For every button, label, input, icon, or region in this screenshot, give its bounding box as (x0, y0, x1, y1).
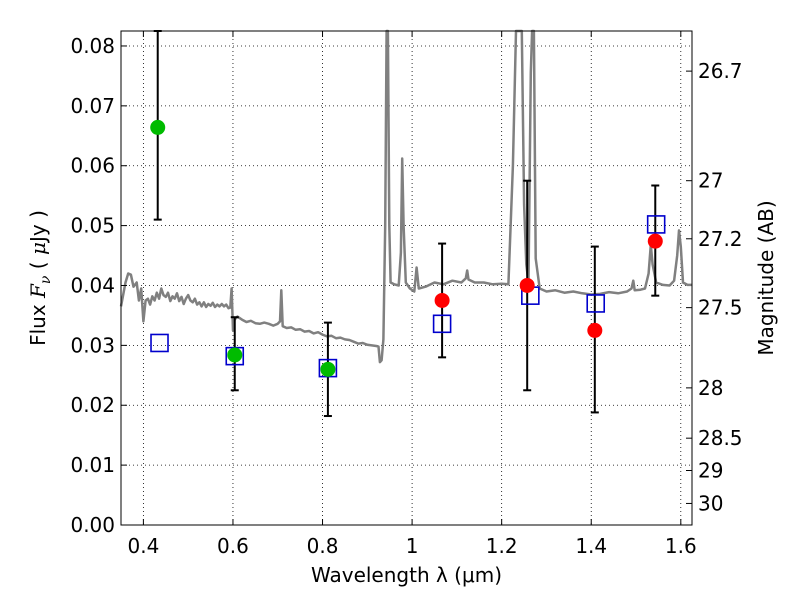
data-point-circle (587, 322, 603, 338)
x-tick-label: 0.4 (127, 534, 159, 558)
y-tick-label: 0.06 (70, 154, 115, 178)
y2-tick-label: 27 (698, 169, 723, 193)
x-tick-label: 1.2 (486, 534, 518, 558)
x-axis-label: Wavelength λ (μm) (311, 563, 502, 587)
y-tick-label: 0.00 (70, 513, 115, 537)
y-tick-label: 0.08 (70, 34, 115, 58)
y2-tick-label: 30 (698, 491, 723, 515)
y-label-symbol: F (26, 283, 50, 299)
x-tick-label: 1.6 (665, 534, 697, 558)
data-point-circle (227, 347, 243, 363)
plot-frame (120, 30, 693, 526)
y-label-prefix: Flux (26, 298, 50, 346)
data-point-square (432, 314, 452, 334)
y-tick-label: 0.01 (70, 453, 115, 477)
x-tick-label: 0.6 (217, 534, 249, 558)
y2-tick-label: 28 (698, 376, 723, 400)
data-point-circle (519, 277, 535, 293)
y-tick-label: 0.02 (70, 393, 115, 417)
y-label-unit: Jy ) (26, 210, 50, 244)
y2-tick-label: 28.5 (698, 426, 743, 450)
data-point-circle (320, 361, 336, 377)
y-label-subscript: ν (38, 275, 54, 284)
ticks-layer: 0.4 0.6 0.8 1 1.2 1.4 1.6 0.00 0.01 0.02 0.03 0.04 0… (70, 31, 743, 558)
y-tick-label: 0.07 (70, 94, 115, 118)
data-point-square (586, 294, 606, 313)
y2-tick-label: 29 (698, 459, 723, 483)
y-tick-label: 0.04 (70, 273, 115, 297)
y-tick-label: 0.05 (70, 214, 115, 238)
marker-layer (150, 119, 666, 378)
spectrum-layer (119, 29, 692, 364)
data-point-square (646, 215, 666, 234)
y-axis-label: Flux Fν ( μJy ) (26, 210, 54, 346)
x-tick-label: 0.8 (307, 534, 339, 558)
data-point-circle (647, 233, 663, 249)
data-point-square (150, 333, 169, 353)
y-label-mu: μ (26, 242, 50, 255)
y2-tick-label: 26.7 (698, 59, 743, 83)
y2-axis-label: Magnitude (AB) (754, 200, 778, 355)
y-label-open-paren: ( (26, 255, 50, 276)
spectrum-line (119, 29, 692, 364)
x-tick-label: 1.4 (575, 534, 607, 558)
y2-tick-label: 27.2 (698, 227, 743, 251)
y-tick-label: 0.03 (70, 333, 115, 357)
data-point-circle (150, 119, 166, 135)
data-point-circle (434, 292, 450, 308)
y2-tick-label: 27.5 (698, 296, 743, 320)
x-tick-label: 1 (406, 534, 419, 558)
